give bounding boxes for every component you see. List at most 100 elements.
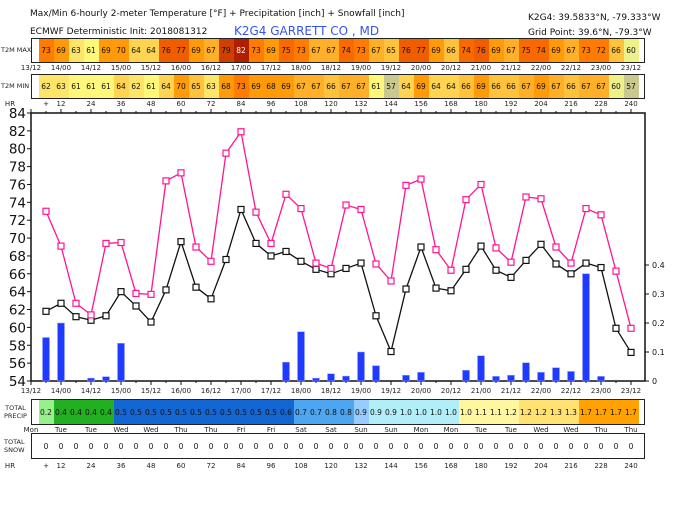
weekday-tick-label: Tue [505, 426, 517, 434]
t2m-min-cell: 69 [248, 75, 264, 98]
max-temp-point [402, 181, 410, 189]
weekday-tick-label: Sun [384, 426, 398, 434]
x-date-tick-label: 16/12 [201, 387, 221, 395]
y-left-tick-label: 60 [9, 320, 26, 336]
hour-tick-label: 36 [116, 100, 126, 108]
max-temp-point [462, 196, 470, 204]
total-snow-cell: 0 [268, 441, 274, 451]
min-temp-point [102, 312, 110, 320]
weekday-tick-label: Mon [413, 426, 429, 434]
precip-bar [282, 361, 290, 382]
hour-tick-label: 84 [236, 100, 246, 108]
total-precip-cell: 0.5 [173, 400, 189, 424]
hour-tick-label: 204 [534, 462, 548, 470]
total-snow-cell: 0 [298, 441, 304, 451]
hour-tick-label: 24 [86, 462, 96, 470]
t2m-max-cell: 75 [278, 39, 294, 62]
min-temp-point [597, 263, 605, 272]
weekday-tick-label: Wed [143, 426, 159, 434]
t2m-max-cell: 69 [488, 39, 504, 62]
total-snow-cell: 0 [193, 441, 199, 451]
total-snow-cell: 0 [418, 441, 424, 451]
total-snow-cell: 0 [433, 441, 439, 451]
max-temp-point [492, 244, 500, 252]
precip-bar [537, 372, 545, 382]
weekday-tick-label: Mon [443, 426, 459, 434]
y-right-tick-label: 0.4 [652, 261, 665, 270]
total-precip-cell: 0.2 [38, 400, 54, 424]
min-temp-point [387, 347, 395, 356]
hour-tick-label: 72 [206, 462, 216, 470]
date-tick-label: 22/12 [560, 64, 582, 72]
t2m-max-cell: 69 [98, 39, 114, 62]
hour-tick-label: 60 [176, 100, 186, 108]
total-snow-cell: 0 [553, 441, 559, 451]
total-precip-cell: 1.2 [503, 400, 519, 424]
weekday-tick-label: Wed [563, 426, 579, 434]
t2m-max-cell: 67 [203, 39, 219, 62]
precip-bar [567, 371, 575, 382]
hour-tick-label: 120 [324, 100, 338, 108]
hour-tick-label: 240 [624, 100, 638, 108]
total-snow-cell: 0 [208, 441, 214, 451]
total-precip-cell: 1.7 [608, 400, 624, 424]
t2m-min-cell: 63 [203, 75, 219, 98]
t2m-min-cell: 68 [218, 75, 234, 98]
total-snow-cell: 0 [508, 441, 514, 451]
total-snow-cell: 0 [43, 441, 49, 451]
total-snow-cell: 0 [568, 441, 574, 451]
date-tick-label: 17/00 [230, 64, 252, 72]
total-precip-cell: 0.4 [68, 400, 84, 424]
total-precip-cell: 0.7 [293, 400, 309, 424]
min-temp-point [612, 324, 620, 332]
max-temp-point [567, 259, 575, 267]
total-precip-cell: 1.7 [623, 400, 639, 424]
x-date-tick-label: 17/12 [261, 387, 281, 395]
hour-tick-label: 168 [444, 462, 458, 470]
hour-tick-label: 228 [594, 462, 608, 470]
date-tick-label: 23/12 [620, 64, 642, 72]
weekday-tick-label: Tue [475, 426, 487, 434]
max-temp-point [297, 204, 305, 213]
total-precip-cell: 0.5 [143, 400, 159, 424]
total-precip-cell: 0.5 [158, 400, 174, 424]
hour-tick-label: 120 [324, 462, 338, 470]
min-temp-point [237, 205, 245, 214]
precip-bar [57, 322, 65, 382]
t2m-min-cell: 64 [113, 75, 129, 98]
min-temp-point [522, 256, 530, 264]
t2m-min-cell: 61 [143, 75, 159, 98]
min-temp-point [222, 255, 230, 264]
x-date-tick-label: 20/12 [441, 387, 461, 395]
t2m-max-cell: 69 [188, 39, 204, 62]
hour-tick-label: 84 [236, 462, 246, 470]
x-date-tick-label: 19/00 [351, 387, 371, 395]
min-temp-line [45, 207, 632, 354]
t2m-min-cell: 67 [593, 75, 609, 98]
total-precip-label: TOTAL PRECIP [4, 404, 27, 420]
hour-tick-label: 96 [266, 100, 276, 108]
x-date-tick-label: 22/12 [561, 387, 581, 395]
min-temp-point [627, 348, 635, 357]
weekday-tick-label: Fri [266, 426, 276, 434]
y-right-tick-label: 0 [652, 377, 657, 386]
date-tick-label: 18/00 [290, 64, 312, 72]
hour-tick-label: 180 [474, 100, 488, 108]
hour-tick-label: 108 [294, 462, 308, 470]
weekday-tick-label: Sun [354, 426, 368, 434]
precip-bar [357, 351, 365, 382]
x-date-tick-label: 15/12 [141, 387, 161, 395]
total-precip-label-2: PRECIP [4, 412, 27, 420]
total-snow-cell: 0 [103, 441, 109, 451]
precip-bar [597, 376, 605, 382]
total-snow-cell: 0 [88, 441, 94, 451]
max-temp-point [597, 211, 605, 219]
t2m-min-cell: 66 [458, 75, 474, 98]
total-snow-cell: 0 [283, 441, 289, 451]
max-temp-point [627, 324, 635, 332]
t2m-max-cell: 65 [383, 39, 399, 62]
x-date-tick-label: 21/00 [471, 387, 491, 395]
hour-tick-label: 48 [146, 462, 156, 470]
min-temp-point [297, 257, 305, 265]
total-precip-cell: 0.5 [113, 400, 129, 424]
